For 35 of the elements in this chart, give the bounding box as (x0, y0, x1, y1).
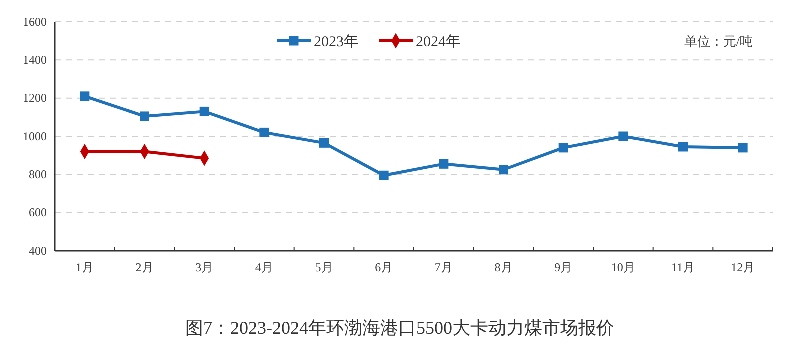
legend-label: 2024年 (416, 33, 461, 50)
point (618, 132, 628, 142)
legend-label: 2023年 (314, 33, 359, 50)
x-tick-label: 8月 (494, 260, 513, 275)
x-tick-label: 6月 (375, 260, 394, 275)
text: 图7：2023-2024年环渤海港口5500大卡动力煤市场报价 (186, 318, 614, 338)
y-tick-label: 800 (29, 168, 47, 182)
y-tick-label: 400 (29, 244, 47, 258)
point (320, 138, 329, 148)
x-tick-label: 3月 (196, 260, 214, 275)
x-tick-label: 7月 (434, 260, 453, 275)
y-tick-label: 1600 (23, 14, 47, 29)
point (379, 170, 389, 180)
point (80, 92, 90, 102)
annotation: 单位：元/吨 (684, 34, 753, 49)
y-tick-label: 1400 (23, 53, 47, 68)
x-tick-label: 9月 (554, 260, 573, 275)
point (558, 143, 568, 153)
point (439, 159, 449, 169)
point (738, 143, 748, 153)
point (200, 106, 210, 116)
x-tick-label: 5月 (315, 260, 334, 275)
point (499, 165, 508, 175)
point (260, 128, 270, 138)
y-tick-label: 1000 (23, 129, 47, 144)
x-tick-label: 1月 (76, 260, 94, 275)
point (140, 112, 150, 122)
x-tick-label: 4月 (255, 260, 274, 275)
x-tick-label: 10月 (611, 260, 636, 275)
x-tick-label: 11月 (671, 260, 696, 275)
x-tick-label: 2月 (136, 260, 154, 275)
point (678, 142, 688, 152)
y-tick-label: 600 (29, 206, 47, 220)
y-tick-label: 1200 (23, 91, 47, 106)
x-tick-label: 12月 (731, 260, 756, 275)
